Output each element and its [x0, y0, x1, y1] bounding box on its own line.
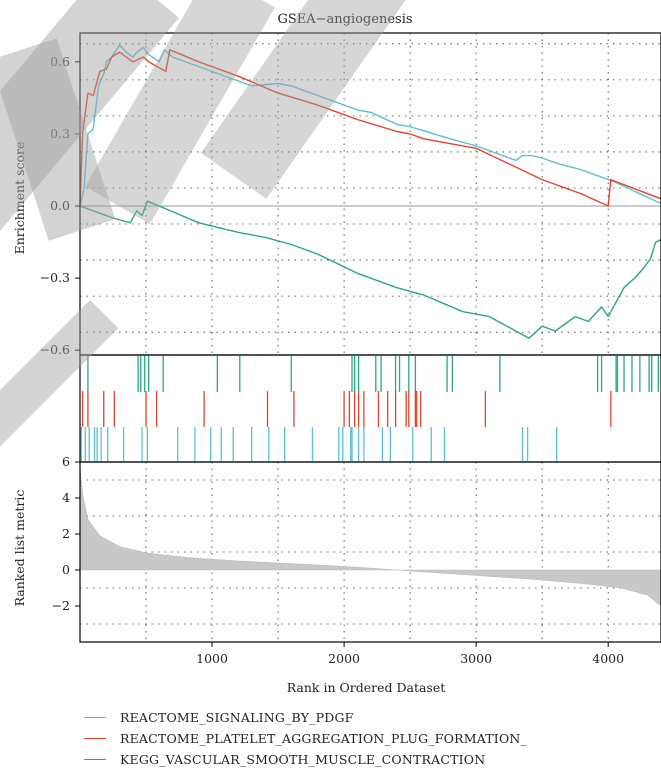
x-tick-label: 1000: [196, 651, 228, 666]
y-tick-label: 0.3: [50, 126, 70, 141]
ranked-metric-layer: [79, 465, 661, 607]
grid-layer: [80, 33, 661, 642]
legend-item: KEGG_VASCULAR_SMOOTH_MUSCLE_CONTRACTION: [84, 749, 527, 770]
enrichment-layer: [79, 44, 661, 339]
enrichment-y-label: Enrichment score: [12, 142, 27, 255]
y-tick-label: 4: [62, 490, 70, 505]
legend-item: REACTOME_SIGNALING_BY_PDGF: [84, 707, 527, 728]
y-tick-label: −2: [52, 598, 70, 613]
es-curve: [79, 49, 661, 207]
es-curve: [79, 200, 661, 339]
gsea-chart: 0.60.30.0−0.3−0.66420−21000200030004000 …: [12, 12, 661, 695]
metric-y-label: Ranked list metric: [12, 490, 27, 607]
hits-layer: [80, 356, 660, 461]
ranked-metric-area: [79, 465, 661, 607]
legend-label: REACTOME_PLATELET_AGGREGATION_PLUG_FORMA…: [120, 731, 527, 746]
legend-swatch: [84, 759, 106, 760]
y-tick-label: −0.3: [40, 270, 70, 285]
legend-label: KEGG_VASCULAR_SMOOTH_MUSCLE_CONTRACTION: [120, 752, 486, 767]
y-tick-label: 0.0: [50, 198, 70, 213]
y-tick-label: 2: [62, 526, 70, 541]
y-tick-label: 0: [62, 562, 70, 577]
hits-frame: [79, 354, 661, 463]
y-tick-label: 0.6: [50, 54, 70, 69]
y-tick-label: 6: [62, 454, 70, 469]
x-axis-label: Rank in Ordered Dataset: [287, 680, 446, 695]
legend-item: REACTOME_PLATELET_AGGREGATION_PLUG_FORMA…: [84, 728, 527, 749]
x-tick-label: 2000: [328, 651, 360, 666]
legend-swatch: [84, 717, 106, 718]
legend-label: REACTOME_SIGNALING_BY_PDGF: [120, 710, 354, 725]
legend: REACTOME_SIGNALING_BY_PDGF REACTOME_PLAT…: [84, 707, 527, 770]
y-tick-label: −0.6: [40, 342, 70, 357]
x-tick-label: 3000: [460, 651, 492, 666]
legend-swatch: [84, 738, 106, 739]
x-tick-label: 4000: [592, 651, 624, 666]
chart-title: GSEA−angiogenesis: [277, 12, 412, 27]
axis-layer: 0.6 0.3 0.0 −0.3 −0.6 6 4 2 0 −2 1000 2000 3000 4000: [40, 54, 624, 666]
frame-layer: [79, 32, 661, 643]
metric-frame: [79, 461, 661, 643]
es-curve: [79, 44, 661, 207]
